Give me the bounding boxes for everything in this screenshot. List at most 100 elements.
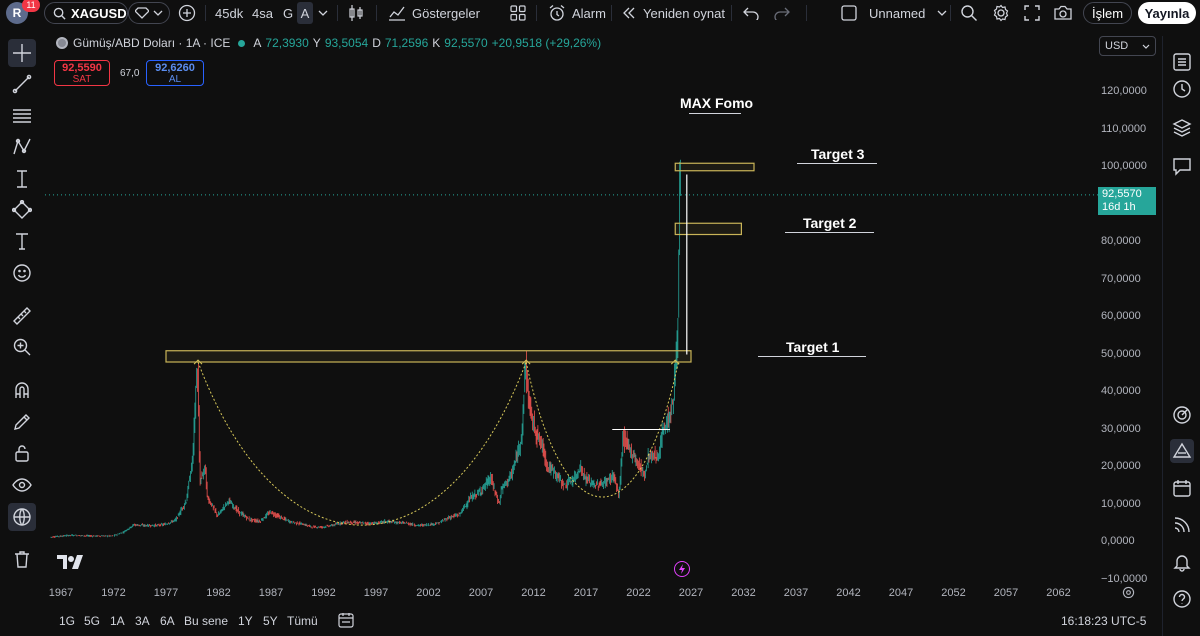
snapshot-button[interactable] [1054,3,1072,23]
trade-button[interactable]: İşlem [1083,2,1132,24]
separator [337,5,338,21]
target3-label[interactable]: Target 3 [811,146,865,162]
magnet-tool[interactable] [8,376,36,404]
price-tick: 70,0000 [1101,272,1141,285]
watchlist-button[interactable] [1170,50,1194,74]
lightning-icon[interactable] [674,561,690,577]
lock-tool[interactable] [8,439,36,467]
projection-tool[interactable] [8,165,36,193]
range-button[interactable]: 5G [84,614,101,628]
templates-button[interactable] [510,3,526,23]
target2-label[interactable]: Target 2 [803,215,857,231]
last-price-tag: 92,5570 16d 1h [1098,187,1156,215]
undo-button[interactable] [743,3,759,23]
interval-4h[interactable]: 4sa [252,5,273,21]
object-tree-tool[interactable] [8,503,36,531]
news-button[interactable] [1170,513,1194,537]
draw-mode-tool[interactable] [8,408,36,436]
quick-search-button[interactable] [960,3,978,23]
help-button[interactable] [1170,587,1194,611]
ideas-button[interactable] [1170,439,1194,463]
pattern-tool[interactable] [8,133,36,161]
symbol-search[interactable]: XAGUSD [44,2,128,24]
range-button[interactable]: Tümü [287,614,318,628]
eye-icon [12,478,32,492]
chat-button[interactable] [1170,154,1194,178]
zoom-tool[interactable] [8,333,36,361]
separator [731,5,732,21]
symbol-type-dropdown[interactable] [128,2,170,24]
calendar-icon [1173,480,1191,497]
price-tick: 80,0000 [1101,235,1141,247]
publish-button[interactable]: Yayınla [1138,2,1196,24]
globe-icon [13,508,31,526]
currency-selector[interactable]: USD [1099,36,1156,56]
add-symbol-button[interactable] [176,2,198,24]
price-chart[interactable]: Gümüş/ABD Doları · 1A · ICE A 72,3930 Y 93… [45,30,1161,606]
range-button[interactable]: 3A [135,614,150,628]
range-button[interactable]: Bu sene [184,614,229,628]
max-fomo-underline [689,113,741,114]
alarm-button[interactable]: Alarm [548,3,606,23]
question-icon [1173,590,1191,608]
separator [950,5,951,21]
replay-button[interactable]: Yeniden oynat [622,3,725,23]
clock-timezone[interactable]: 16:18:23 UTC-5 [1061,614,1147,628]
settings-button[interactable] [992,3,1010,23]
range-button[interactable]: 6A [160,614,175,628]
redo-button[interactable] [774,3,790,23]
interval-month[interactable]: A [297,2,313,24]
chart-canvas[interactable] [45,30,1161,606]
chart-type-button[interactable] [348,3,364,23]
alerts-button[interactable] [1170,77,1194,101]
fibonacci-icon [13,109,31,123]
calendar-button[interactable] [1170,476,1194,500]
remove-drawings-tool[interactable] [8,545,36,573]
crosshair-tool[interactable] [8,39,36,67]
list-icon [1173,53,1191,71]
spread-value: 67,0 [120,68,140,79]
price-tick: 20,0000 [1101,460,1141,472]
range-button[interactable]: 1A [110,614,125,628]
separator [376,5,377,21]
fullscreen-icon [1024,5,1040,21]
resistance-zone-box [165,350,692,363]
search-icon [53,7,66,20]
price-tick: 60,0000 [1101,310,1141,322]
axis-settings-icon[interactable] [1122,586,1135,604]
broadcast-icon [1174,517,1190,533]
layers-button[interactable] [1170,116,1194,140]
date-range-button[interactable] [338,612,354,631]
visibility-tool[interactable] [8,471,36,499]
interval-45m[interactable]: 45dk [215,5,244,21]
icon-tool[interactable] [8,259,36,287]
time-tick: 2052 [941,587,966,599]
brush-tool[interactable] [8,196,36,224]
max-fomo-label[interactable]: MAX Fomo [680,95,754,111]
layout-button[interactable]: Unnamed [841,3,947,23]
interval-day[interactable]: G [283,5,294,21]
indicators-button[interactable]: Göstergeler [388,3,480,23]
time-tick: 2002 [416,587,441,599]
buy-button[interactable]: 92,6260 AL [146,60,204,86]
fib-tool[interactable] [8,102,36,130]
chevron-down-icon [318,10,328,16]
range-button[interactable]: 1Y [238,614,253,628]
notifications-button[interactable] [1170,550,1194,574]
sell-button[interactable]: 92,5590 SAT [54,60,110,86]
target1-label[interactable]: Target 1 [786,339,840,355]
price-tick: 40,0000 [1101,385,1141,397]
range-button[interactable]: 1G [59,614,76,628]
fullscreen-button[interactable] [1024,3,1040,23]
chevron-down-icon [937,10,947,16]
target-button[interactable] [1170,403,1194,427]
layers-icon [1172,119,1192,137]
interval-dropdown[interactable] [318,3,328,23]
redo-icon [774,7,790,20]
sell-price: 92,5590 [62,62,102,74]
grid-icon [510,5,526,21]
text-tool[interactable] [8,227,36,255]
range-button[interactable]: 5Y [263,614,278,628]
measure-tool[interactable] [8,302,36,330]
trend-line-tool[interactable] [8,70,36,98]
